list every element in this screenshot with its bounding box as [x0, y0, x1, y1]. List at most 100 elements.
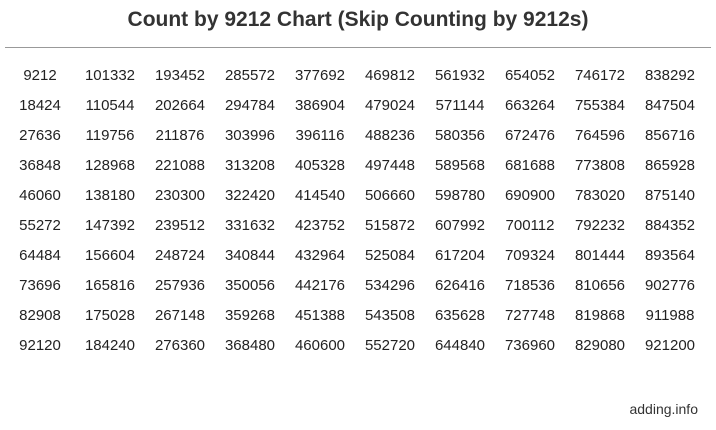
table-cell: 810656: [574, 276, 626, 294]
table-cell: 506660: [364, 186, 416, 204]
table-cell: 663264: [504, 96, 556, 114]
table-cell: 865928: [644, 156, 696, 174]
title-divider: [5, 47, 711, 48]
table-row: 73696 165816 257936 350056 442176 534296 62641…: [5, 270, 705, 300]
table-cell: 405328: [294, 156, 346, 174]
table-cell: 340844: [224, 246, 276, 264]
table-cell: 709324: [504, 246, 556, 264]
table-cell: 773808: [574, 156, 626, 174]
table-row: 46060 138180 230300 322420 414540 506660 59878…: [5, 180, 705, 210]
table-row: 92120 184240 276360 368480 460600 552720 64484…: [5, 330, 705, 360]
table-cell: 377692: [294, 66, 346, 84]
table-row: 18424 110544 202664 294784 386904 479024 57114…: [5, 90, 705, 120]
table-cell: 294784: [224, 96, 276, 114]
table-cell: 276360: [154, 336, 206, 354]
table-cell: 819868: [574, 306, 626, 324]
table-cell: 847504: [644, 96, 696, 114]
table-cell: 690900: [504, 186, 556, 204]
table-cell: 9212: [23, 66, 57, 84]
table-cell: 902776: [644, 276, 696, 294]
table-cell: 193452: [154, 66, 206, 84]
table-cell: 598780: [434, 186, 486, 204]
table-cell: 64484: [19, 246, 61, 264]
table-cell: 644840: [434, 336, 486, 354]
table-cell: 543508: [364, 306, 416, 324]
table-cell: 101332: [84, 66, 136, 84]
table-cell: 727748: [504, 306, 556, 324]
table-cell: 423752: [294, 216, 346, 234]
table-cell: 202664: [154, 96, 206, 114]
table-cell: 359268: [224, 306, 276, 324]
table-cell: 313208: [224, 156, 276, 174]
table-cell: 718536: [504, 276, 556, 294]
table-cell: 184240: [84, 336, 136, 354]
table-cell: 654052: [504, 66, 556, 84]
table-cell: 580356: [434, 126, 486, 144]
table-cell: 552720: [364, 336, 416, 354]
table-cell: 322420: [224, 186, 276, 204]
table-cell: 82908: [19, 306, 61, 324]
table-cell: 875140: [644, 186, 696, 204]
table-cell: 442176: [294, 276, 346, 294]
table-cell: 534296: [364, 276, 416, 294]
table-cell: 221088: [154, 156, 206, 174]
table-cell: 267148: [154, 306, 206, 324]
table-cell: 607992: [434, 216, 486, 234]
table-cell: 46060: [19, 186, 61, 204]
table-row: 36848 128968 221088 313208 405328 497448 58956…: [5, 150, 705, 180]
table-cell: 257936: [154, 276, 206, 294]
table-cell: 460600: [294, 336, 346, 354]
table-cell: 432964: [294, 246, 346, 264]
table-cell: 119756: [85, 126, 135, 144]
table-cell: 497448: [364, 156, 416, 174]
table-cell: 626416: [434, 276, 486, 294]
table-cell: 165816: [84, 276, 136, 294]
table-row: 27636 119756 211876 303996 396116 488236 58035…: [5, 120, 705, 150]
table-cell: 414540: [294, 186, 346, 204]
table-cell: 893564: [644, 246, 696, 264]
table-cell: 911988: [645, 306, 695, 324]
table-cell: 488236: [364, 126, 416, 144]
table-cell: 838292: [644, 66, 696, 84]
table-cell: 681688: [504, 156, 556, 174]
table-cell: 755384: [574, 96, 626, 114]
table-row: 55272 147392 239512 331632 423752 515872 60799…: [5, 210, 705, 240]
table-cell: 884352: [644, 216, 696, 234]
table-cell: 396116: [295, 126, 345, 144]
table-cell: 764596: [574, 126, 626, 144]
table-cell: 36848: [19, 156, 61, 174]
table-cell: 515872: [364, 216, 416, 234]
table-cell: 672476: [504, 126, 556, 144]
skip-count-table: 9212 101332 193452 285572 377692 469812 561932…: [5, 60, 705, 360]
table-cell: 156604: [84, 246, 136, 264]
table-cell: 635628: [434, 306, 486, 324]
table-cell: 92120: [19, 336, 61, 354]
table-cell: 801444: [574, 246, 626, 264]
table-cell: 368480: [224, 336, 276, 354]
table-cell: 571144: [435, 96, 485, 114]
table-cell: 303996: [224, 126, 276, 144]
site-credit: adding.info: [629, 401, 698, 417]
table-cell: 211876: [155, 126, 205, 144]
table-cell: 589568: [434, 156, 486, 174]
table-cell: 783020: [574, 186, 626, 204]
table-cell: 736960: [504, 336, 556, 354]
table-cell: 285572: [224, 66, 276, 84]
table-cell: 792232: [574, 216, 626, 234]
table-cell: 561932: [434, 66, 486, 84]
table-cell: 175028: [84, 306, 136, 324]
table-cell: 331632: [224, 216, 276, 234]
table-cell: 73696: [19, 276, 61, 294]
table-cell: 110544: [85, 96, 135, 114]
table-cell: 239512: [154, 216, 206, 234]
table-cell: 230300: [154, 186, 206, 204]
table-cell: 856716: [644, 126, 696, 144]
table-cell: 479024: [364, 96, 416, 114]
table-cell: 55272: [19, 216, 61, 234]
table-cell: 525084: [364, 246, 416, 264]
table-cell: 451388: [294, 306, 346, 324]
table-cell: 27636: [19, 126, 61, 144]
table-cell: 746172: [574, 66, 626, 84]
table-cell: 829080: [574, 336, 626, 354]
table-cell: 700112: [505, 216, 555, 234]
